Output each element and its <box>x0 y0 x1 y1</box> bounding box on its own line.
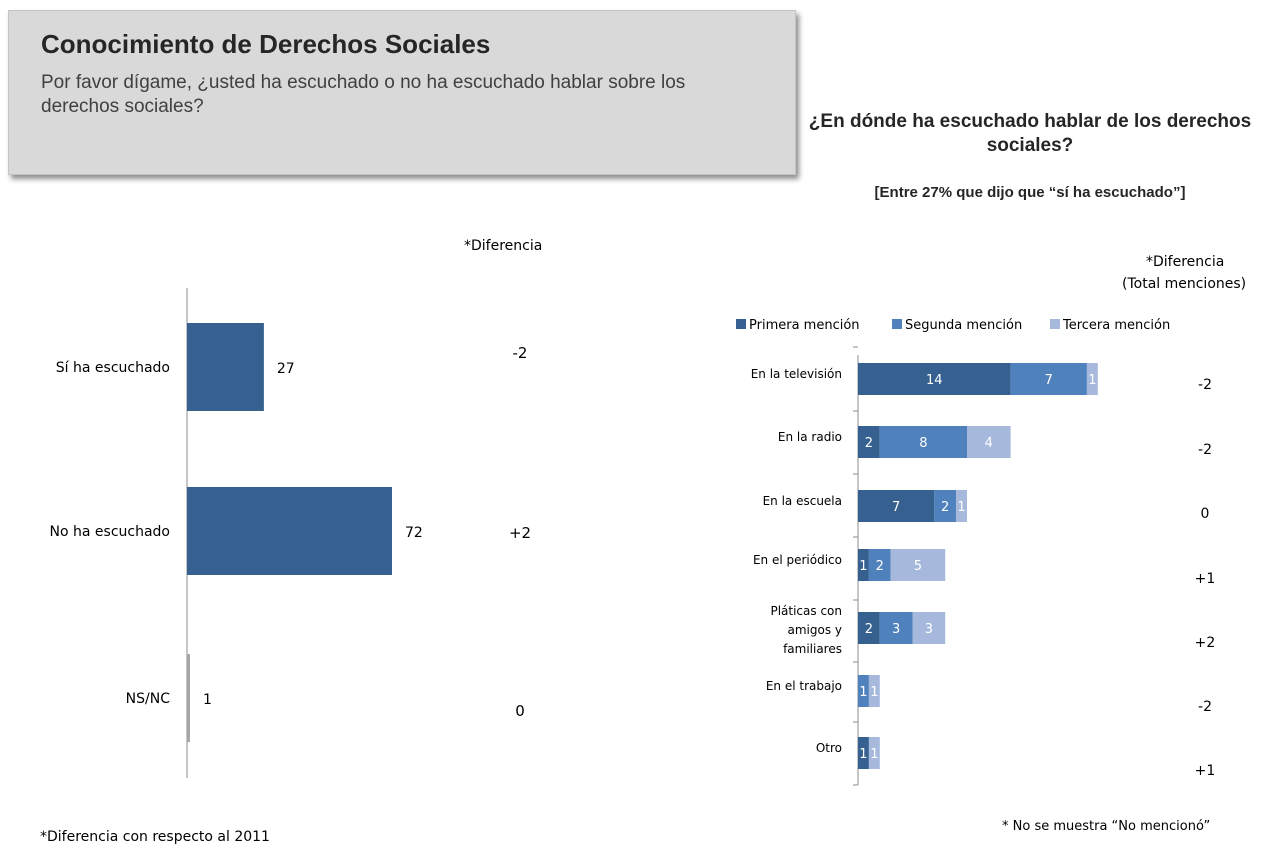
difference-label: -2 <box>1198 699 1212 715</box>
left-diff-header: *Diferencia <box>464 238 543 254</box>
segment-label: 1 <box>1088 373 1096 388</box>
segment-label: 1 <box>957 500 965 515</box>
category-label: En la radio <box>778 430 842 444</box>
segment-0 <box>858 737 869 769</box>
segment-label: 2 <box>865 622 873 637</box>
left-bar-chart: Sí ha escuchado 27 -2 No ha escuchado 72 +2 NS… <box>50 288 531 778</box>
segment-label: 1 <box>859 559 867 574</box>
segment-label: 2 <box>941 500 949 515</box>
segment-0 <box>858 363 1011 395</box>
difference-label: +2 <box>509 524 531 542</box>
segment-label: 2 <box>865 436 873 451</box>
legend-swatch <box>1050 319 1060 329</box>
segment-label: 1 <box>870 747 878 762</box>
segment-label: 8 <box>919 436 927 451</box>
segment-2 <box>1086 363 1098 395</box>
category-label: En el periódico <box>753 553 842 567</box>
category-label: amigos y <box>787 623 842 637</box>
difference-label: -2 <box>1198 442 1212 458</box>
difference-label: +1 <box>1195 763 1216 779</box>
segment-2 <box>890 549 946 581</box>
left-footnote: *Diferencia con respecto al 2011 <box>40 829 270 845</box>
bar-1 <box>187 487 392 575</box>
page-title: Conocimiento de Derechos Sociales <box>41 29 491 59</box>
segment-label: 3 <box>892 622 900 637</box>
difference-label: -2 <box>513 344 528 362</box>
segment-label: 3 <box>925 622 933 637</box>
legend-swatch <box>736 319 746 329</box>
right-footnote: * No se muestra “No mencionó” <box>1002 819 1211 834</box>
segment-label: 7 <box>1045 373 1053 388</box>
bar-2 <box>187 654 190 742</box>
category-label: En el trabajo <box>766 679 842 693</box>
segment-1 <box>879 426 967 458</box>
segment-1 <box>1010 363 1087 395</box>
segment-label: 5 <box>914 559 922 574</box>
question-text: Por favor dígame, ¿usted ha escuchado o … <box>41 72 686 117</box>
data-label: 72 <box>405 525 423 541</box>
segment-1 <box>879 612 913 644</box>
right-stacked-bar-chart: Primera mención Segunda mención Tercera me… <box>736 318 1216 786</box>
segment-2 <box>967 426 1011 458</box>
right-diff-header-1: *Diferencia <box>1146 254 1225 270</box>
segment-0 <box>858 490 935 522</box>
segment-label: 1 <box>859 747 867 762</box>
category-label: En la escuela <box>763 494 842 508</box>
segment-label: 4 <box>985 436 993 451</box>
segment-2 <box>956 490 967 522</box>
segment-1 <box>858 675 869 707</box>
difference-label: 0 <box>1201 506 1210 522</box>
legend-swatch <box>892 319 902 329</box>
segment-0 <box>858 549 869 581</box>
right-chart-title: ¿En dónde ha escuchado hablar de los der… <box>808 111 1252 156</box>
category-label: NS/NC <box>126 691 171 707</box>
segment-0 <box>858 612 880 644</box>
category-label: Sí ha escuchado <box>56 360 170 376</box>
legend-label: Primera mención <box>749 318 860 333</box>
legend-label: Tercera mención <box>1062 318 1170 333</box>
legend-label: Segunda mención <box>905 318 1022 333</box>
segment-1 <box>934 490 957 522</box>
data-label: 1 <box>203 692 212 708</box>
segment-0 <box>858 426 880 458</box>
title-box: Conocimiento de Derechos Sociales Por fa… <box>8 10 796 175</box>
difference-label: 0 <box>515 702 525 720</box>
difference-label: +2 <box>1195 635 1216 651</box>
difference-label: -2 <box>1198 377 1212 393</box>
right-diff-header-2: (Total menciones) <box>1122 276 1247 292</box>
segment-label: 2 <box>876 559 884 574</box>
segment-2 <box>868 675 880 707</box>
segment-label: 1 <box>870 685 878 700</box>
category-label: familiares <box>783 642 842 656</box>
segment-2 <box>912 612 946 644</box>
segment-label: 1 <box>859 685 867 700</box>
segment-label: 7 <box>892 500 900 515</box>
right-chart-subtitle: [Entre 27% que dijo que “sí ha escuchado… <box>874 184 1186 201</box>
category-label: No ha escuchado <box>50 524 170 540</box>
segment-1 <box>868 549 891 581</box>
category-label: Otro <box>816 741 842 755</box>
segment-label: 14 <box>926 373 943 388</box>
category-label: Pláticas con <box>770 604 842 618</box>
difference-label: +1 <box>1195 571 1216 587</box>
data-label: 27 <box>277 361 295 377</box>
bar-0 <box>187 323 264 411</box>
segment-2 <box>868 737 880 769</box>
category-label: En la televisión <box>751 367 842 381</box>
